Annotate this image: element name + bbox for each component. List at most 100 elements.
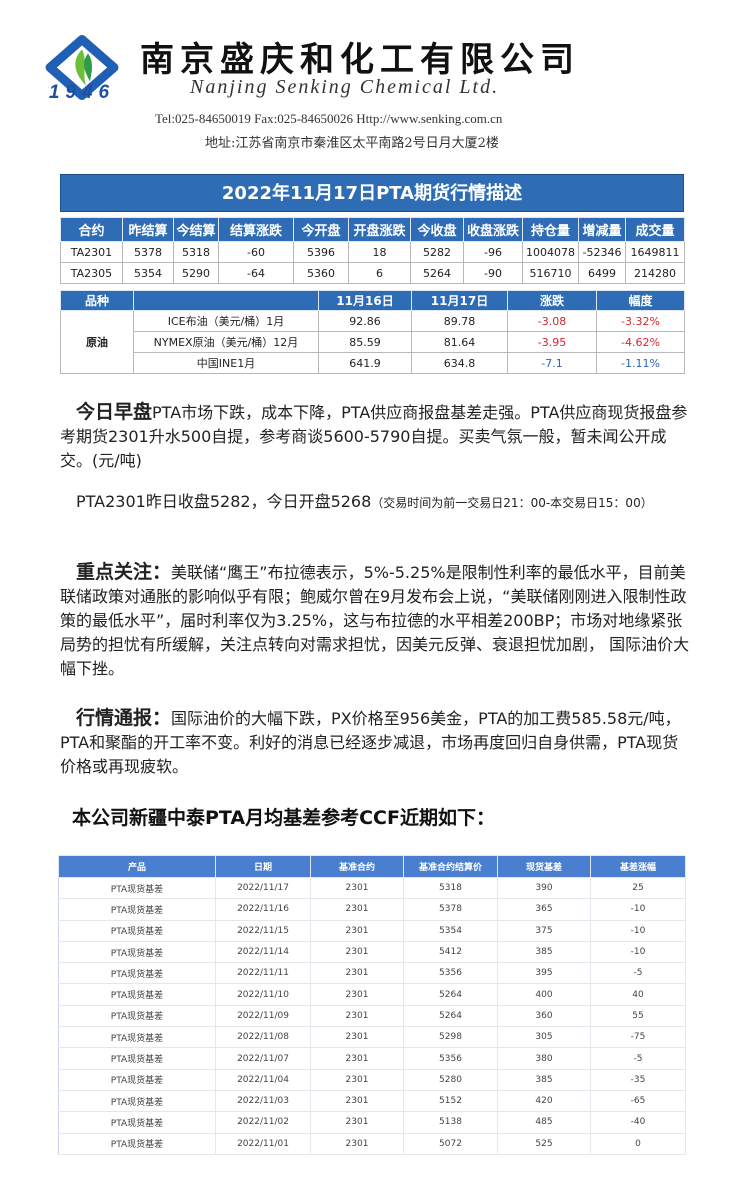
table-cell: -3.08 xyxy=(507,310,597,332)
table-cell: NYMEX原油（美元/桶）12月 xyxy=(133,331,319,353)
table-cell: 2301 xyxy=(310,1005,404,1028)
table-row: PTA现货基差 2022/11/03 2301 5152 420 -65 xyxy=(58,1090,686,1113)
table-cell: 2301 xyxy=(310,1026,404,1049)
column-header: 现货基差 xyxy=(497,855,591,878)
column-header: 11月17日 xyxy=(411,290,508,311)
company-logo xyxy=(45,35,119,100)
table-cell: -1.11% xyxy=(596,352,685,374)
table-row: PTA现货基差 2022/11/15 2301 5354 375 -10 xyxy=(58,920,686,942)
table-row: 原油 ICE布油（美元/桶）1月 92.86 89.78 -3.08 -3.32% xyxy=(60,310,685,374)
table-cell: 2301 xyxy=(310,983,404,1006)
table-row: PTA现货基差 2022/11/11 2301 5356 395 -5 xyxy=(58,962,686,985)
column-header: 基差涨幅 xyxy=(590,855,686,878)
crude-table: 品种 11月16日 11月17日 涨跌 幅度 原油 ICE布油（美元/桶）1月 92.86 89… xyxy=(60,290,685,374)
table-cell: 2022/11/08 xyxy=(215,1026,311,1049)
table-cell: 55 xyxy=(590,1005,686,1028)
table-cell: PTA现货基差 xyxy=(58,1133,216,1155)
table-cell: -3.32% xyxy=(596,310,685,332)
text-market: 国际油价的大幅下跌，PX价格至956美金，PTA的加工费585.58元/吨，PT… xyxy=(60,709,681,776)
table-cell: 2301 xyxy=(310,1133,404,1155)
table-cell: 2022/11/01 xyxy=(215,1133,311,1155)
table-cell: 385 xyxy=(497,941,591,964)
table-cell: PTA现货基差 xyxy=(58,1069,216,1091)
column-header: 合约 xyxy=(60,217,123,242)
column-header: 产品 xyxy=(58,855,216,878)
table-row: PTA现货基差 2022/11/10 2301 5264 400 40 xyxy=(58,983,686,1006)
table-row: 中国INE1月 641.9 634.8 -7.1 -1.11% xyxy=(61,352,685,374)
table-cell: 641.9 xyxy=(318,352,412,374)
paragraph-market: 行情通报：国际油价的大幅下跌，PX价格至956美金，PTA的加工费585.58元… xyxy=(60,706,690,779)
column-header: 收盘涨跌 xyxy=(463,217,523,242)
table-cell: 40 xyxy=(590,983,686,1006)
table-cell: -7.1 xyxy=(507,352,597,374)
table-cell: 5290 xyxy=(173,262,219,284)
table-cell: 2022/11/11 xyxy=(215,962,311,985)
table-cell: 400 xyxy=(497,983,591,1006)
table-cell: 2022/11/04 xyxy=(215,1069,311,1091)
text-focus: 美联储“鹰王”布拉德表示，5%-5.25%是限制性利率的最低水平，目前美联储政策… xyxy=(60,563,690,678)
column-header: 品种 xyxy=(60,290,134,311)
table-cell: 中国INE1月 xyxy=(133,352,319,374)
table-cell: 2022/11/16 xyxy=(215,898,311,921)
table-cell: 5318 xyxy=(403,877,498,900)
table-cell: 1004078 xyxy=(522,241,579,263)
table-cell: 5356 xyxy=(403,962,498,985)
table-row: TA2301 5378 5318 -60 5396 18 5282 -96 1004078 -52… xyxy=(60,241,685,263)
table-cell: 2301 xyxy=(310,962,404,985)
contact-info: Tel:025-84650019 Fax:025-84650026 Http:/… xyxy=(155,111,503,126)
table-cell: 5378 xyxy=(403,898,498,921)
column-header: 增减量 xyxy=(578,217,626,242)
table-cell: 2022/11/02 xyxy=(215,1111,311,1134)
table-cell: PTA现货基差 xyxy=(58,1047,216,1070)
table-cell: 5298 xyxy=(403,1026,498,1049)
table-cell: 375 xyxy=(497,920,591,942)
table-cell: 525 xyxy=(497,1133,591,1155)
table-cell: 5264 xyxy=(403,1005,498,1028)
table-cell: 420 xyxy=(497,1090,591,1113)
table-cell: -10 xyxy=(590,898,686,921)
table-cell: 2301 xyxy=(310,1069,404,1091)
table-cell: 214280 xyxy=(625,262,685,284)
column-header: 持仓量 xyxy=(522,217,579,242)
table-row: TA2305 5354 5290 -64 5360 6 5264 -90 516710 6499 2… xyxy=(60,262,685,284)
table-cell: 2301 xyxy=(310,1111,404,1134)
category-cell: 原油 xyxy=(60,310,134,374)
table-cell: 395 xyxy=(497,962,591,985)
logo-year: 1946 xyxy=(48,82,116,103)
lead-morning: 今日早盘 xyxy=(76,401,153,423)
table-cell: 6 xyxy=(348,262,411,284)
table-cell: PTA现货基差 xyxy=(58,1111,216,1134)
column-header: 结算涨跌 xyxy=(218,217,294,242)
table-cell: 5264 xyxy=(403,983,498,1006)
table-cell: -5 xyxy=(590,962,686,985)
table-cell: 25 xyxy=(590,877,686,900)
table-cell: 2022/11/03 xyxy=(215,1090,311,1113)
table-cell: 485 xyxy=(497,1111,591,1134)
table-cell: 5356 xyxy=(403,1047,498,1070)
table-cell: 5412 xyxy=(403,941,498,964)
text-morning: PTA市场下跌，成本下降，PTA供应商报盘基差走强。PTA供应商现货报盘参考期货… xyxy=(60,403,688,470)
table-cell: PTA现货基差 xyxy=(58,962,216,985)
table-cell: 5280 xyxy=(403,1069,498,1091)
table-row: PTA现货基差 2022/11/02 2301 5138 485 -40 xyxy=(58,1111,686,1134)
column-header: 今收盘 xyxy=(410,217,464,242)
column-header: 11月16日 xyxy=(318,290,412,311)
table-cell: 2022/11/10 xyxy=(215,983,311,1006)
column-header: 日期 xyxy=(215,855,311,878)
table-cell: 5360 xyxy=(293,262,349,284)
table-row: PTA现货基差 2022/11/14 2301 5412 385 -10 xyxy=(58,941,686,964)
table-cell: PTA现货基差 xyxy=(58,983,216,1006)
table-cell: TA2301 xyxy=(60,241,123,263)
table-cell: 5152 xyxy=(403,1090,498,1113)
table-cell: 365 xyxy=(497,898,591,921)
table-cell: PTA现货基差 xyxy=(58,920,216,942)
table-row: PTA现货基差 2022/11/07 2301 5356 380 -5 xyxy=(58,1047,686,1070)
paragraph-morning: 今日早盘PTA市场下跌，成本下降，PTA供应商报盘基差走强。PTA供应商现货报盘… xyxy=(60,400,690,473)
basis-table: 产品 日期 基准合约 基准合约结算价 现货基差 基差涨幅 PTA现货基差 2022/11/17… xyxy=(58,855,686,1155)
column-header: 开盘涨跌 xyxy=(348,217,411,242)
table-cell: PTA现货基差 xyxy=(58,1090,216,1113)
table-cell: 81.64 xyxy=(411,331,508,353)
table-cell: 634.8 xyxy=(411,352,508,374)
table-cell: 2022/11/17 xyxy=(215,877,311,900)
company-name-cn: 南京盛庆和化工有限公司 xyxy=(140,40,580,80)
